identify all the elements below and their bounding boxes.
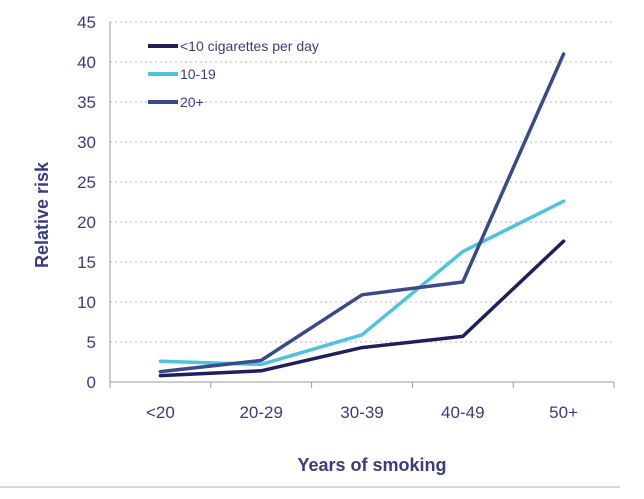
x-tick-label: 20-29 bbox=[239, 403, 282, 422]
y-axis-title: Relative risk bbox=[32, 161, 52, 268]
y-tick-label: 30 bbox=[77, 133, 96, 152]
legend-label: 10-19 bbox=[180, 66, 216, 82]
axes-layer: 0 5 10 15 20 25 30 35 40 45 <20 20-29 30-39 40-49 50+ bbox=[77, 13, 615, 422]
legend-label: <10 cigarettes per day bbox=[180, 38, 319, 54]
y-tick-label: 35 bbox=[77, 93, 96, 112]
x-axis-title: Years of smoking bbox=[297, 455, 446, 475]
x-tick-label: 50+ bbox=[549, 403, 578, 422]
y-tick-label: 20 bbox=[77, 213, 96, 232]
y-tick-label: 5 bbox=[87, 333, 96, 352]
legend: <10 cigarettes per day 10-19 20+ bbox=[148, 38, 319, 110]
x-tick-label: 40-49 bbox=[441, 403, 484, 422]
y-tick-label: 10 bbox=[77, 293, 96, 312]
x-tick-label: <20 bbox=[146, 403, 175, 422]
grid-layer bbox=[110, 21, 614, 343]
bottom-rule bbox=[0, 486, 620, 488]
series-layer bbox=[158, 52, 566, 378]
series-line bbox=[158, 52, 566, 374]
series-line bbox=[158, 199, 566, 367]
legend-label: 20+ bbox=[180, 94, 204, 110]
y-tick-label: 15 bbox=[77, 253, 96, 272]
series-line bbox=[158, 239, 566, 378]
y-tick-label: 25 bbox=[77, 173, 96, 192]
y-tick-label: 0 bbox=[87, 373, 96, 392]
y-tick-label: 40 bbox=[77, 53, 96, 72]
x-tick-label: 30-39 bbox=[340, 403, 383, 422]
y-tick-label: 45 bbox=[77, 13, 96, 32]
